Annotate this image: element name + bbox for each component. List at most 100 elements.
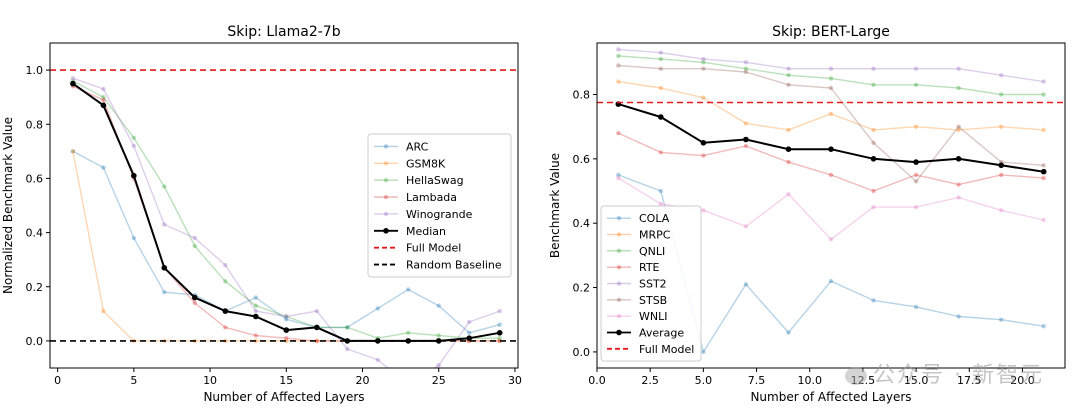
data-point-arc xyxy=(375,306,380,311)
data-point-cola xyxy=(743,282,749,287)
data-point-average xyxy=(828,146,834,152)
data-point-winogrande xyxy=(253,308,258,314)
axes-frame xyxy=(49,42,519,369)
data-point-median xyxy=(100,102,107,109)
data-point-hellaswag xyxy=(162,184,167,189)
y-tick-label: 0.2 xyxy=(26,281,44,294)
watermark-text: 公众号 · 新智元 xyxy=(873,363,1044,388)
y-tick-label: 0.0 xyxy=(26,335,44,348)
legend-entry-gsm8k: GSM8K xyxy=(374,157,446,170)
data-point-lambada xyxy=(284,336,289,341)
data-point-winogrande xyxy=(223,262,228,268)
data-point-cola xyxy=(913,304,919,310)
legend-marker xyxy=(383,144,389,149)
plot-area xyxy=(50,69,518,386)
chart-title: Skip: Llama2-7b xyxy=(227,24,340,40)
data-point-arc xyxy=(284,317,289,322)
legend: ARC GSM8K HellaSwag Lambada Winogrande Median… xyxy=(367,133,512,278)
data-point-sst2 xyxy=(786,66,791,71)
y-tick-label: 0.8 xyxy=(573,88,591,101)
data-point-hellaswag xyxy=(101,95,106,100)
data-point-wnli xyxy=(871,204,876,210)
data-point-median xyxy=(222,308,229,314)
data-point-mrpc xyxy=(616,79,621,84)
data-point-rte xyxy=(658,150,663,155)
data-point-sst2 xyxy=(658,50,663,55)
data-point-winogrande xyxy=(192,235,197,241)
data-point-cola xyxy=(616,172,621,178)
series-line-stsb xyxy=(618,64,1044,183)
data-point-mrpc xyxy=(1041,127,1046,133)
x-tick-label: 17.5 xyxy=(957,374,982,387)
data-point-stsb xyxy=(1041,163,1046,168)
data-point-hellaswag xyxy=(436,333,441,338)
data-point-qnli xyxy=(828,76,834,81)
data-point-stsb xyxy=(913,179,919,184)
data-point-cola xyxy=(1041,324,1046,329)
data-point-median xyxy=(192,294,198,301)
data-point-winogrande xyxy=(467,319,472,325)
data-point-hellaswag xyxy=(345,325,350,330)
x-tick-label: 20.0 xyxy=(1010,374,1035,387)
data-point-arc xyxy=(497,322,502,327)
data-point-arc xyxy=(101,165,106,170)
legend-entry-full-model: Full Model xyxy=(607,343,694,356)
data-point-cola xyxy=(658,188,663,194)
data-point-mrpc xyxy=(658,85,663,91)
data-point-sst2 xyxy=(701,56,706,62)
data-point-sst2 xyxy=(1041,79,1046,84)
data-point-winogrande xyxy=(406,382,410,386)
legend-marker xyxy=(616,297,622,303)
data-point-winogrande xyxy=(70,76,76,81)
x-tick-label: 20 xyxy=(356,374,370,387)
x-tick-label: 30 xyxy=(508,374,522,387)
y-axis-label: Benchmark Value xyxy=(548,153,562,258)
wechat-icon xyxy=(845,367,868,385)
data-point-wnli xyxy=(701,208,706,213)
chart-llama2-7b: Skip: Llama2-7b Number of Affected Layer… xyxy=(1,24,522,404)
legend-label: QNLI xyxy=(639,245,665,258)
data-point-rte xyxy=(871,188,876,194)
x-tick-label: 10.0 xyxy=(797,374,822,387)
data-point-stsb xyxy=(786,82,791,88)
legend-entry-lambada: Lambada xyxy=(374,191,457,204)
data-point-median xyxy=(344,338,351,344)
axes-frame xyxy=(596,42,1066,369)
legend-label: HellaSwag xyxy=(406,174,464,187)
data-point-average xyxy=(658,114,664,120)
data-point-cola xyxy=(701,349,706,355)
data-point-winogrande xyxy=(101,86,106,92)
data-point-qnli xyxy=(658,56,663,62)
x-tick-label: 5 xyxy=(130,374,137,387)
series-line-hellaswag xyxy=(72,80,500,339)
data-point-winogrande xyxy=(345,346,350,352)
data-point-qnli xyxy=(871,82,876,88)
data-point-mrpc xyxy=(786,127,791,133)
legend-marker xyxy=(616,313,622,319)
legend-marker xyxy=(383,228,389,234)
data-point-rte xyxy=(786,159,791,165)
legend-label: Lambada xyxy=(406,191,457,204)
data-point-winogrande xyxy=(284,314,289,319)
data-point-arc xyxy=(70,149,76,154)
legend-entry-stsb: STSB xyxy=(607,294,667,307)
plot-area xyxy=(597,47,1065,355)
data-point-mrpc xyxy=(871,127,876,133)
legend-entry-median: Median xyxy=(374,225,446,238)
legend-label: SST2 xyxy=(639,278,667,291)
data-point-rte xyxy=(913,172,919,178)
data-point-wnli xyxy=(786,192,791,197)
data-point-mrpc xyxy=(828,111,834,117)
data-point-cola xyxy=(828,278,834,284)
data-point-hellaswag xyxy=(253,303,258,308)
data-point-wnli xyxy=(658,201,663,207)
series-line-qnli xyxy=(618,55,1044,96)
legend-label: ARC xyxy=(406,140,429,153)
data-point-stsb xyxy=(658,66,663,71)
series-line-sst2 xyxy=(618,48,1044,83)
data-point-hellaswag xyxy=(497,336,502,341)
legend-entry-mrpc: MRPC xyxy=(607,229,671,242)
legend-marker xyxy=(383,194,389,200)
legend-marker xyxy=(383,211,389,217)
legend-marker xyxy=(616,248,622,254)
